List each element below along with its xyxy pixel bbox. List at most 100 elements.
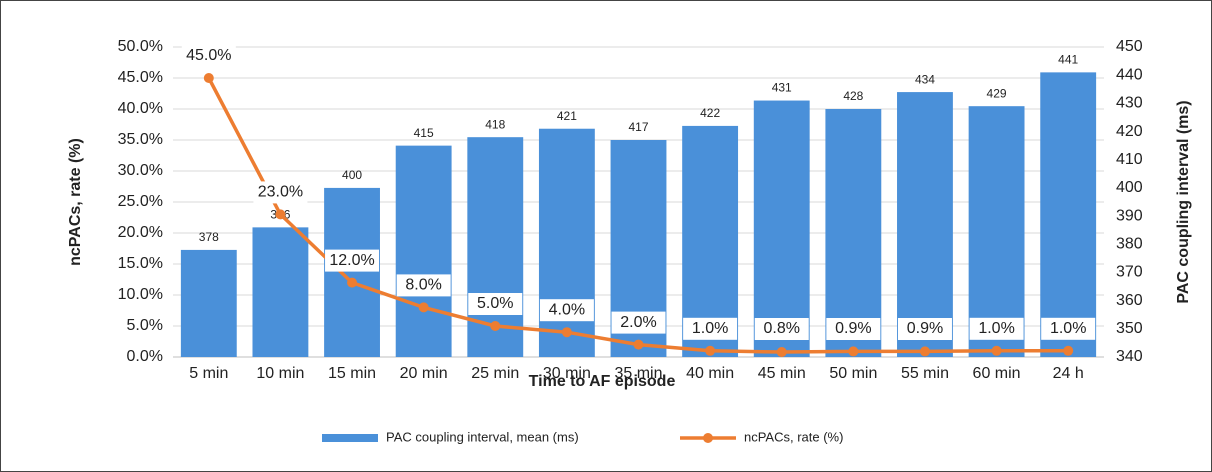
y-tick-label: 0.0% [127, 348, 163, 365]
label-bg [539, 299, 594, 322]
line-label: 4.0% [549, 301, 585, 318]
bar-label: 400 [342, 168, 362, 182]
bar-label: 415 [414, 126, 434, 140]
x-tick-label: 15 min [328, 365, 376, 382]
y-tick-label: 30.0% [118, 162, 163, 179]
bar [825, 109, 882, 357]
bar [1040, 72, 1097, 357]
bar-label: 418 [485, 117, 505, 131]
label-bg [611, 311, 666, 334]
y-tick-label: 45.0% [118, 69, 163, 86]
line-label: 0.8% [763, 320, 799, 337]
y2-tick-label: 400 [1116, 179, 1143, 196]
bar-label: 428 [843, 89, 863, 103]
x-axis-title: Time to AF episode [529, 373, 676, 390]
label-bg [683, 317, 738, 340]
legend-label: PAC coupling interval, mean (ms) [386, 429, 579, 444]
bar-label: 441 [1058, 53, 1078, 67]
bar [538, 128, 595, 357]
line-label: 12.0% [329, 252, 374, 269]
line-marker [633, 339, 644, 350]
bar [897, 92, 953, 357]
line-label: 0.9% [835, 320, 871, 337]
bar [968, 106, 1025, 357]
line-label: 1.0% [978, 320, 1014, 337]
x-tick-label: 50 min [829, 365, 877, 382]
bar [180, 249, 237, 357]
line-label: 2.0% [620, 314, 656, 331]
y-tick-label: 20.0% [118, 224, 163, 241]
line-marker [561, 327, 572, 338]
bar-label: 421 [557, 109, 577, 123]
y-tick-label: 50.0% [118, 38, 163, 55]
legend-swatch-marker [703, 433, 713, 443]
y2-tick-label: 340 [1116, 348, 1143, 365]
bar-label: 378 [199, 230, 219, 244]
label-bg [253, 181, 308, 204]
x-tick-label: 40 min [686, 365, 734, 382]
x-tick-label: 45 min [758, 365, 806, 382]
y-tick-label: 25.0% [118, 193, 163, 210]
x-tick-label: 25 min [471, 365, 519, 382]
line-label: 0.9% [907, 320, 943, 337]
label-bg [325, 249, 380, 272]
label-bg [396, 274, 451, 297]
line-marker [275, 209, 286, 220]
y2-tick-label: 410 [1116, 151, 1143, 168]
y-tick-label: 40.0% [118, 100, 163, 117]
y-tick-label: 35.0% [118, 131, 163, 148]
label-bg [468, 293, 523, 315]
line-label: 1.0% [1050, 320, 1086, 337]
bar-label: 429 [987, 86, 1007, 100]
x-tick-label: 24 h [1053, 365, 1084, 382]
y-tick-label: 5.0% [127, 317, 163, 334]
y2-tick-label: 390 [1116, 207, 1143, 224]
x-tick-label: 20 min [400, 365, 448, 382]
line-marker [991, 345, 1002, 356]
y2-tick-label: 450 [1116, 38, 1143, 55]
line-label: 5.0% [477, 295, 513, 312]
y2-tick-label: 350 [1116, 320, 1143, 337]
bar-label: 422 [700, 106, 720, 120]
x-tick-label: 30 min [543, 365, 591, 382]
y-tick-label: 15.0% [118, 255, 163, 272]
y2-tick-label: 440 [1116, 66, 1143, 83]
label-bg [754, 318, 809, 340]
y2-tick-label: 370 [1116, 264, 1143, 281]
x-tick-label: 55 min [901, 365, 949, 382]
line-marker [705, 345, 716, 356]
y2-tick-label: 430 [1116, 95, 1143, 112]
y2-axis-title: PAC coupling interval (ms) [1175, 100, 1192, 303]
bar-label: 434 [915, 72, 935, 86]
bar-label: 431 [772, 81, 792, 95]
line-label: 45.0% [186, 47, 231, 64]
bar-label: 417 [628, 120, 648, 134]
line-marker [203, 73, 214, 83]
legend-swatch [322, 434, 378, 442]
bar [753, 100, 810, 357]
bar [395, 145, 452, 357]
label-bg [826, 318, 881, 340]
line-marker [919, 346, 930, 357]
y-tick-label: 10.0% [118, 286, 163, 303]
label-bg [1041, 317, 1096, 340]
x-tick-label: 10 min [256, 365, 304, 382]
label-bg [897, 318, 952, 340]
bar [252, 227, 309, 357]
x-tick-label: 35 min [614, 365, 662, 382]
line-marker [1063, 345, 1074, 356]
line-marker [418, 302, 429, 313]
line-label: 8.0% [405, 277, 441, 294]
x-tick-label: 5 min [189, 365, 228, 382]
line-label: 1.0% [692, 320, 728, 337]
y2-tick-label: 380 [1116, 235, 1143, 252]
y2-tick-label: 420 [1116, 123, 1143, 140]
line-marker [776, 347, 787, 358]
bar [324, 187, 380, 357]
y2-tick-label: 360 [1116, 292, 1143, 309]
label-bg [181, 45, 236, 67]
line-marker [848, 346, 859, 357]
line-marker [347, 277, 358, 288]
